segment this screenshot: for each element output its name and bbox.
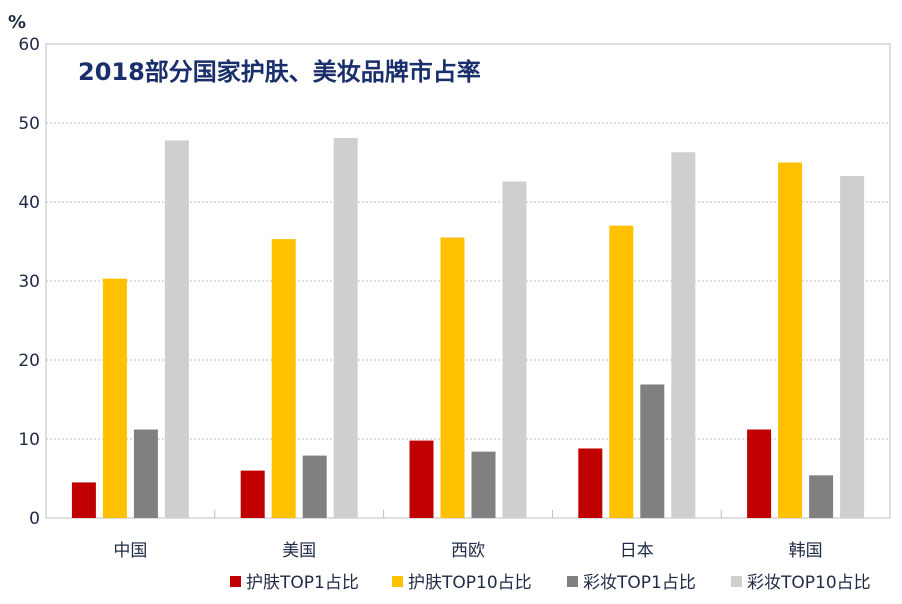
bar	[440, 237, 465, 519]
bar	[747, 429, 772, 518]
bar	[471, 451, 496, 518]
chart-title: 2018部分国家护肤、美妆品牌市占率	[78, 58, 481, 86]
bar	[809, 475, 834, 518]
bar	[778, 162, 803, 518]
bar	[409, 440, 434, 518]
bar	[578, 448, 603, 518]
legend: 护肤TOP1占比 护肤TOP10占比 彩妆TOP1占比 彩妆TOP10占比	[230, 573, 871, 593]
bar	[502, 181, 527, 518]
x-category-label: 美国	[282, 541, 316, 561]
bar	[302, 455, 327, 518]
y-tick-label: 0	[29, 509, 40, 529]
y-tick-label: 20	[18, 351, 40, 371]
y-axis-unit: %	[8, 12, 26, 33]
bar	[333, 138, 358, 518]
y-tick-label: 40	[18, 193, 40, 213]
x-axis: 中国 美国 西欧 日本 韩国	[113, 510, 823, 561]
legend-label: 彩妆TOP10占比	[747, 573, 871, 593]
bar	[609, 225, 634, 518]
legend-swatch	[731, 576, 742, 587]
bar	[640, 384, 665, 518]
y-axis: 0 10 20 30 40 50 60	[18, 35, 40, 529]
bar	[671, 152, 696, 519]
y-tick-label: 30	[18, 272, 40, 292]
bar	[133, 429, 158, 518]
x-category-label: 日本	[620, 541, 654, 561]
bar	[71, 482, 96, 518]
y-tick-label: 60	[18, 35, 40, 55]
legend-swatch	[230, 576, 241, 587]
legend-label: 护肤TOP10占比	[408, 573, 532, 593]
x-category-label: 中国	[113, 541, 147, 561]
bar	[271, 239, 296, 518]
bar	[102, 278, 127, 518]
x-category-label: 西欧	[451, 541, 485, 561]
bar	[240, 470, 265, 518]
x-category-label: 韩国	[789, 541, 823, 561]
legend-swatch	[392, 576, 403, 587]
legend-label: 彩妆TOP1占比	[583, 573, 696, 593]
bar	[164, 140, 189, 518]
legend-swatch	[567, 576, 578, 587]
y-tick-label: 50	[18, 114, 40, 134]
y-tick-label: 10	[18, 430, 40, 450]
bar	[840, 175, 865, 518]
bars	[71, 138, 865, 519]
legend-label: 护肤TOP1占比	[246, 573, 359, 593]
